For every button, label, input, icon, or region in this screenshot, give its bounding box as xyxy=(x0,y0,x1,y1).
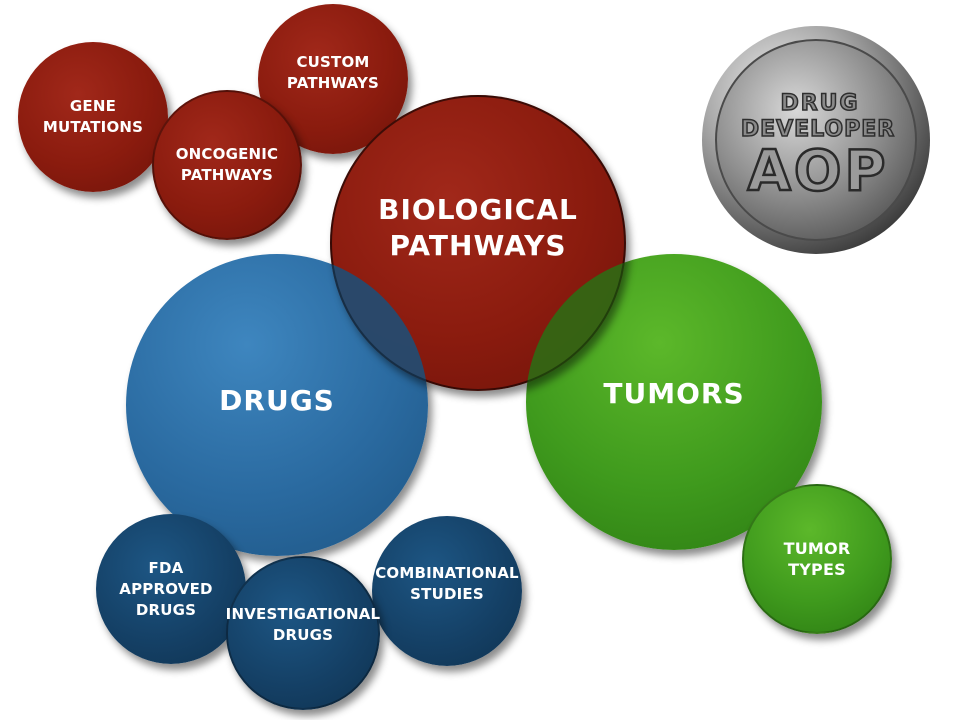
oncogenic-pathways-bubble: ONCOGENIC PATHWAYS xyxy=(152,90,302,240)
custom-pathways-label: CUSTOM PATHWAYS xyxy=(286,53,380,92)
logo-text-aop: AOP xyxy=(748,139,889,204)
fda-approved-drugs-label: FDA APPROVED DRUGS xyxy=(119,558,213,619)
investigational-drugs-bubble: INVESTIGATIONAL DRUGS xyxy=(226,556,380,710)
tumors-label: TUMORS xyxy=(603,377,745,410)
biological-pathways-bubble: BIOLOGICAL PATHWAYS xyxy=(330,95,626,391)
combinational-studies-label: COMBINATIONAL STUDIES xyxy=(375,564,519,603)
drugs-label: DRUGS xyxy=(219,384,335,417)
combinational-studies-bubble: COMBINATIONAL STUDIES xyxy=(372,516,522,666)
tumor-types-label: TUMOR TYPES xyxy=(783,539,851,579)
oncogenic-pathways-label: ONCOGENIC PATHWAYS xyxy=(175,145,279,184)
fda-approved-drugs-bubble: FDA APPROVED DRUGS xyxy=(96,514,246,664)
drug-developer-aop-logo: DRUG DEVELOPER AOP xyxy=(702,26,930,254)
logo-text-developer: DEVELOPER xyxy=(741,117,895,142)
investigational-drugs-label: INVESTIGATIONAL DRUGS xyxy=(225,605,381,644)
logo-text-drug: DRUG xyxy=(780,91,859,116)
gene-mutations-label: GENE MUTATIONS xyxy=(42,97,144,136)
logo-inner-disc xyxy=(715,39,917,241)
tumor-types-bubble: TUMOR TYPES xyxy=(742,484,892,634)
gene-mutations-bubble: GENE MUTATIONS xyxy=(18,42,168,192)
biological-pathways-label: BIOLOGICAL PATHWAYS xyxy=(378,193,578,262)
